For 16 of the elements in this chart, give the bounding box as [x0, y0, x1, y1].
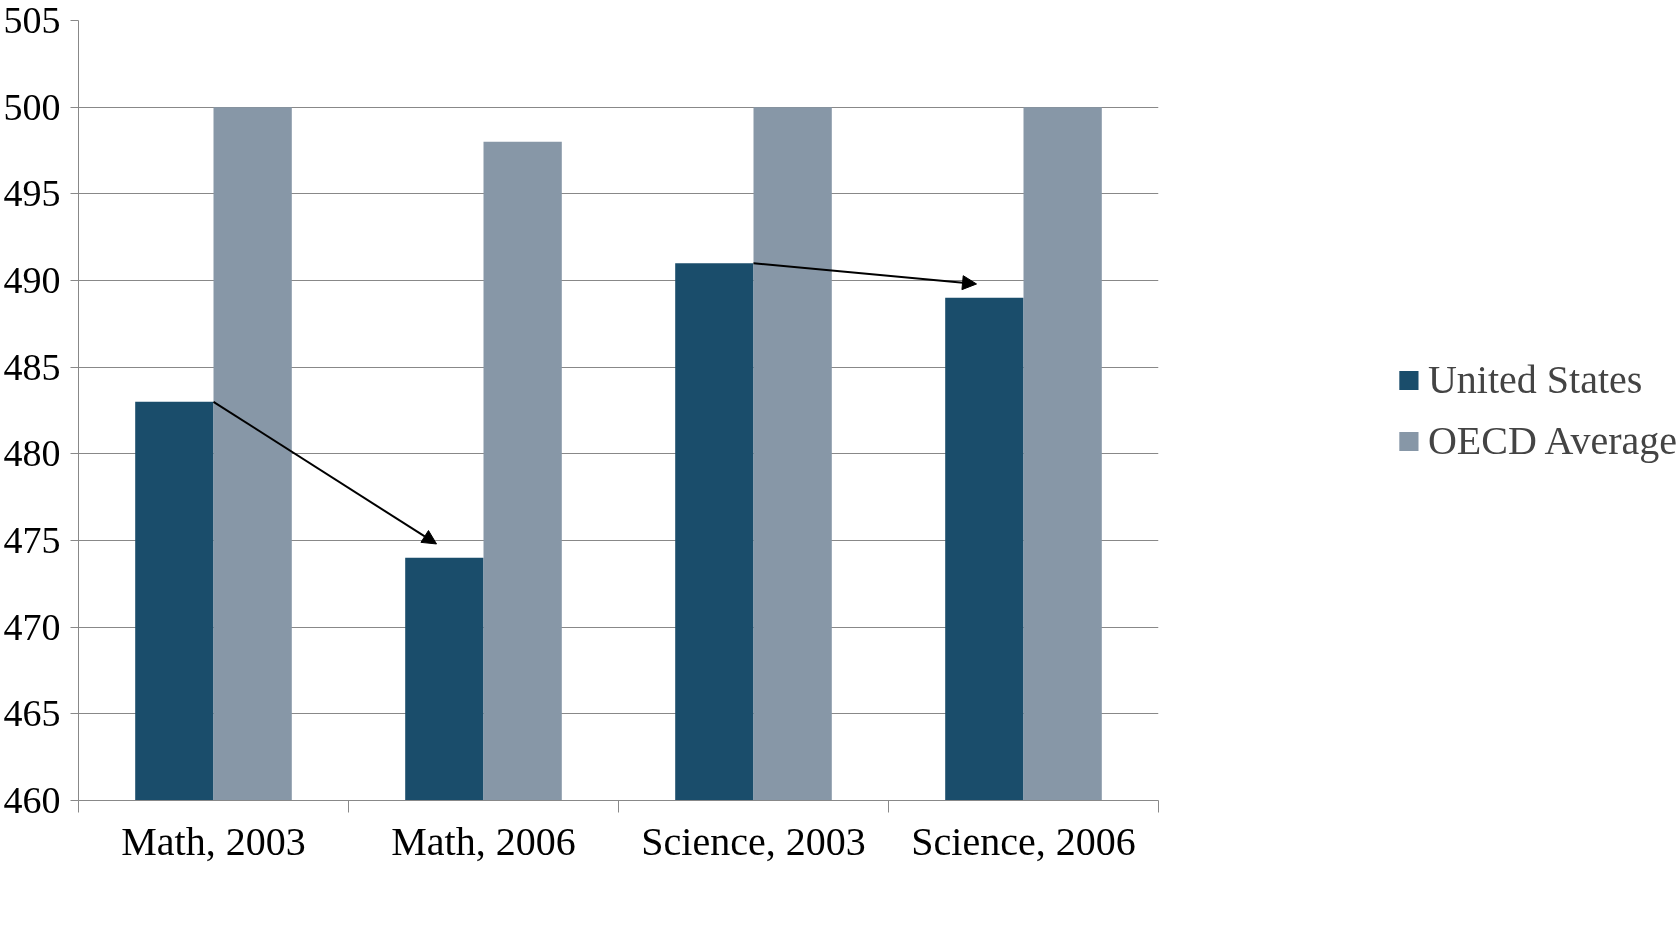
y-tick-label: 495 [3, 172, 61, 215]
y-tick-label: 485 [3, 345, 61, 388]
y-tick-label: 490 [3, 259, 61, 301]
y-tick-label: 475 [3, 519, 61, 561]
legend-label: United States [1427, 356, 1643, 403]
x-tick-label: Science, 2006 [911, 818, 1136, 864]
y-tick-label: 470 [3, 605, 61, 648]
x-tick-label: Science, 2003 [641, 818, 866, 864]
y-tick-label: 505 [3, 0, 61, 41]
x-tick-label: Math, 2006 [391, 818, 576, 864]
y-tick-label: 465 [3, 692, 61, 735]
y-tick-label: 460 [3, 779, 61, 821]
x-tick-label: Math, 2003 [121, 818, 306, 864]
legend-label: OECD Average [1427, 417, 1676, 464]
y-tick-label: 480 [3, 432, 61, 475]
y-tick-label: 500 [3, 85, 61, 128]
